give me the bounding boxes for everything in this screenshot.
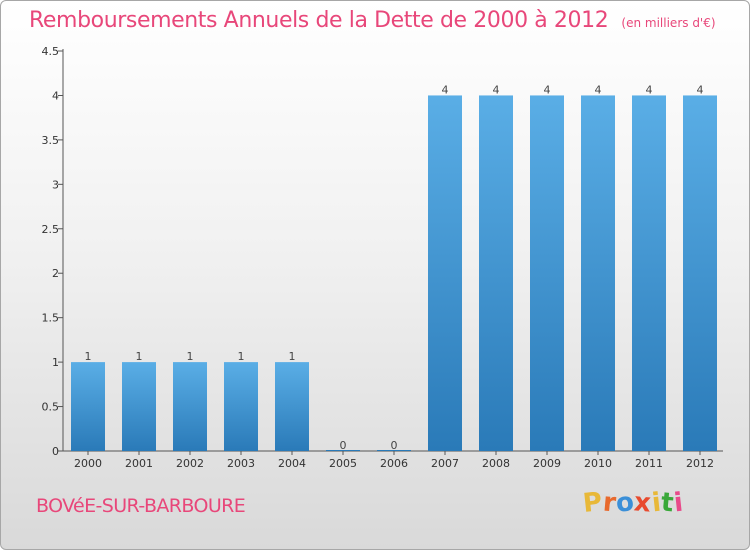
bar (71, 362, 105, 451)
commune-name: BOVéE-SUR-BARBOURE (36, 495, 246, 517)
data-label: 4 (646, 83, 653, 96)
chart-unit: (en milliers d'€) (621, 16, 716, 30)
data-label: 4 (544, 83, 551, 96)
x-tick-label: 2007 (431, 457, 459, 470)
logo-letter: P (581, 487, 605, 519)
x-tick-label: 2003 (227, 457, 255, 470)
x-tick-label: 2006 (380, 457, 408, 470)
x-tick-label: 2001 (125, 457, 153, 470)
y-tick-label: 3.5 (42, 134, 60, 147)
chart-labels: 2000 1 2001 1 2002 1 2003 1 2004 1 2005 0 2006 0 2007 4… (74, 83, 714, 470)
y-tick-label: 0 (52, 445, 59, 458)
bar (224, 362, 258, 451)
bar (530, 95, 564, 451)
x-tick-label: 2011 (635, 457, 663, 470)
data-label: 0 (391, 439, 398, 452)
x-tick-label: 2005 (329, 457, 357, 470)
bar (632, 95, 666, 451)
data-label: 4 (442, 83, 449, 96)
proxiti-logo[interactable]: Proxiti (581, 487, 685, 519)
y-tick-label: 4.5 (42, 45, 60, 58)
data-label: 4 (697, 83, 704, 96)
y-tick-label: 3 (52, 178, 59, 191)
title-row: Remboursements Annuels de la Dette de 20… (29, 8, 716, 33)
data-label: 4 (493, 83, 500, 96)
x-tick-label: 2008 (482, 457, 510, 470)
chart-title: Remboursements Annuels de la Dette de 20… (29, 8, 609, 33)
bar (275, 362, 309, 451)
x-tick-label: 2004 (278, 457, 306, 470)
y-tick-label: 4 (52, 89, 59, 102)
chart-bars (71, 95, 717, 451)
y-tick-label: 0.5 (42, 401, 60, 414)
y-tick-label: 1.5 (42, 312, 60, 325)
bar (326, 450, 360, 451)
data-label: 4 (595, 83, 602, 96)
data-label: 1 (289, 350, 296, 363)
bar (479, 95, 513, 451)
bar (581, 95, 615, 451)
data-label: 1 (187, 350, 194, 363)
y-tick-label: 1 (52, 356, 59, 369)
y-tick-label: 2 (52, 267, 59, 280)
x-tick-label: 2010 (584, 457, 612, 470)
bar (377, 450, 411, 451)
x-tick-label: 2009 (533, 457, 561, 470)
y-tick-label: 2.5 (42, 223, 60, 236)
data-label: 1 (238, 350, 245, 363)
bar (683, 95, 717, 451)
bar (173, 362, 207, 451)
data-label: 1 (136, 350, 143, 363)
x-tick-label: 2012 (686, 457, 714, 470)
data-label: 0 (340, 439, 347, 452)
bar (122, 362, 156, 451)
logo-letter: i (672, 487, 685, 519)
x-tick-label: 2000 (74, 457, 102, 470)
x-tick-label: 2002 (176, 457, 204, 470)
data-label: 1 (85, 350, 92, 363)
bar (428, 95, 462, 451)
